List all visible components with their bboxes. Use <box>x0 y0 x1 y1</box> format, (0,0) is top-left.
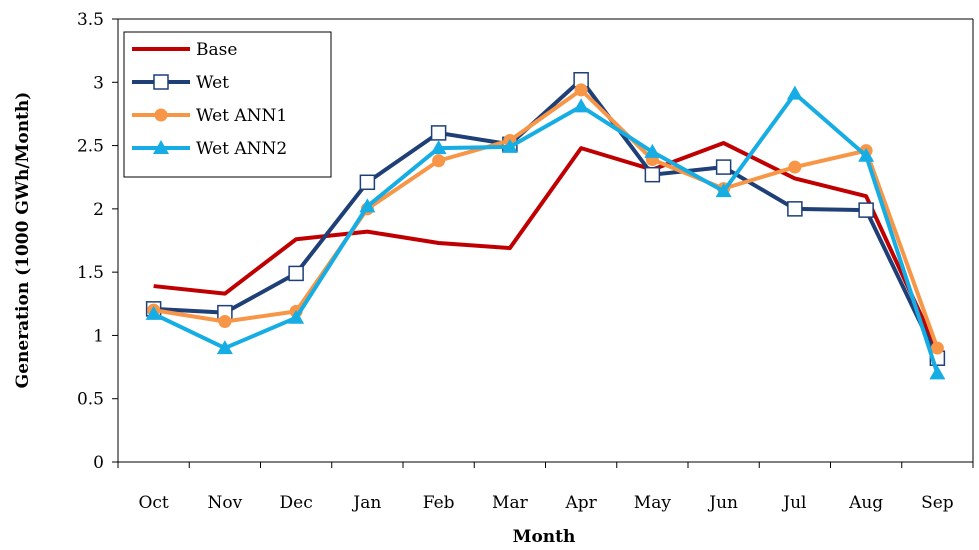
legend-label-base: Base <box>196 40 237 60</box>
y-axis-title: Generation (1000 GWh/Month) <box>13 92 33 389</box>
series-base <box>153 141 940 352</box>
x-tick-label: May <box>634 493 672 513</box>
data-point-wet <box>288 265 304 282</box>
y-tick-label: 3 <box>93 73 104 93</box>
data-point-wet-ann2 <box>359 198 376 213</box>
series-layer <box>145 72 946 380</box>
y-tick-label: 0.5 <box>77 390 104 410</box>
data-point-wet-ann2 <box>715 183 732 198</box>
data-point-wet-ann1 <box>432 154 446 168</box>
data-point-wet <box>787 201 803 217</box>
x-tick-label: Feb <box>423 493 455 513</box>
x-tick-label: Sep <box>921 493 954 513</box>
legend-marker-wet-ann1 <box>154 108 168 122</box>
data-point-wet <box>430 125 447 141</box>
data-point-wet-ann2 <box>430 140 447 155</box>
x-tick-label: Jan <box>351 493 381 513</box>
series-wet-ann2 <box>145 85 946 380</box>
x-tick-label: Apr <box>564 493 597 513</box>
y-tick-label: 0 <box>93 453 104 473</box>
data-point-wet-ann2 <box>501 138 518 153</box>
x-tick-label: Aug <box>848 493 883 513</box>
data-point-wet-ann1 <box>574 83 588 97</box>
y-tick-label: 1.5 <box>77 263 104 283</box>
series-line-wet-ann1 <box>153 87 940 349</box>
legend: Base Wet Wet ANN1 Wet ANN2 <box>123 31 332 178</box>
x-tick-label: Dec <box>280 493 313 513</box>
x-tick-label: Mar <box>492 493 529 513</box>
y-tick-label: 2 <box>93 200 104 220</box>
legend-label-wet-ann1: Wet ANN1 <box>196 106 287 126</box>
data-point-wet-ann2 <box>573 98 590 113</box>
x-tick-label: Nov <box>208 493 243 513</box>
y-tick-label: 3.5 <box>77 10 104 30</box>
legend-label-wet-ann2: Wet ANN2 <box>196 139 287 159</box>
x-tick-label: Jul <box>781 493 806 513</box>
legend-label-wet: Wet <box>196 73 229 93</box>
data-point-wet <box>715 159 732 175</box>
data-point-wet-ann2 <box>786 85 803 100</box>
data-point-wet-ann2 <box>216 340 233 355</box>
axis-ticks: 0 0.5 1 1.5 2 2.5 3 3.5 Oct Nov Dec Jan Feb Mar Apr May… <box>77 10 974 513</box>
data-point-wet <box>644 166 661 183</box>
data-point-wet-ann1 <box>930 341 944 355</box>
x-tick-label: Jun <box>707 493 738 513</box>
data-point-wet-ann2 <box>929 365 946 380</box>
y-tick-label: 2.5 <box>77 137 104 157</box>
x-axis-title: Month <box>513 527 576 547</box>
series-line-wet <box>153 77 940 360</box>
series-line-wet-ann2 <box>152 91 940 375</box>
y-tick-label: 1 <box>93 326 104 346</box>
data-point-wet <box>858 202 874 218</box>
legend-marker-wet <box>153 74 169 90</box>
data-point-wet <box>359 174 376 191</box>
legend-marker-wet-ann2 <box>153 140 169 154</box>
data-point-wet-ann1 <box>218 315 232 329</box>
data-point-wet-ann1 <box>788 160 802 174</box>
x-tick-label: Oct <box>138 493 168 513</box>
data-point-wet-ann2 <box>644 143 661 158</box>
data-point-wet-ann2 <box>145 305 162 320</box>
data-point-wet-ann2 <box>858 147 875 162</box>
data-point-wet-ann2 <box>288 309 305 324</box>
series-line-base <box>153 141 940 352</box>
